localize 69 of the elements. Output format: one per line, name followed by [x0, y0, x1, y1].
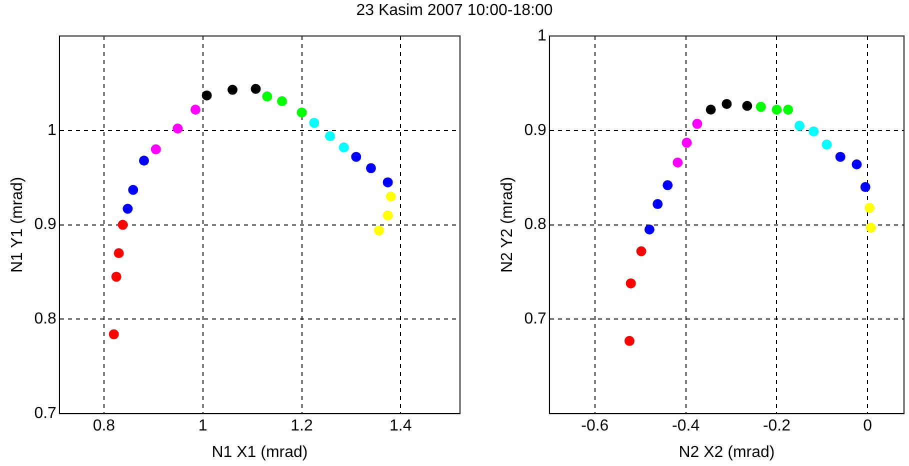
chart-title: 23 Kasim 2007 10:00-18:00	[355, 2, 554, 20]
point	[386, 191, 396, 202]
y-tick-label: 0.8	[34, 310, 57, 328]
point	[382, 210, 393, 220]
point	[122, 204, 133, 214]
point	[772, 104, 782, 115]
y-tick-label: 0.7	[34, 405, 57, 422]
point	[139, 156, 150, 166]
y-tick-label: 1	[48, 122, 57, 139]
point	[374, 225, 384, 236]
x-tick-label: -0.4	[672, 418, 700, 435]
point	[128, 184, 138, 195]
point	[150, 144, 161, 154]
point	[190, 104, 200, 115]
y-axis-title: N1 Y1 (mrad)	[9, 176, 26, 273]
point	[672, 157, 683, 168]
x-tick-label: -0.6	[581, 418, 609, 435]
point	[262, 91, 272, 102]
point	[172, 124, 183, 134]
y-tick-label: 0.8	[524, 216, 547, 234]
point	[114, 248, 124, 258]
point	[118, 220, 128, 230]
point	[808, 126, 819, 136]
point	[652, 199, 663, 210]
point	[662, 180, 673, 190]
y-tick-label: 0.9	[34, 216, 57, 234]
x-axis-title: N1 X1 (mrad)	[212, 444, 308, 461]
x-tick-label: 1.2	[290, 418, 313, 435]
point	[250, 84, 261, 94]
point	[682, 138, 692, 148]
point	[296, 107, 307, 118]
point	[108, 329, 119, 340]
point	[692, 118, 702, 129]
point	[783, 104, 794, 115]
point	[835, 152, 846, 162]
x-tick-label: 0	[863, 418, 872, 435]
point	[626, 278, 636, 288]
x-tick-label: 1.4	[390, 418, 412, 435]
x-tick-label: -0.2	[762, 418, 791, 435]
x-tick-label: 1	[198, 418, 208, 435]
y-tick-label: 0.7	[524, 310, 547, 328]
point	[624, 336, 634, 346]
x-tick-label: 0.8	[92, 418, 116, 435]
x-axis-title: N2 X2 (mrad)	[678, 444, 775, 461]
point	[852, 159, 862, 170]
point	[111, 272, 122, 282]
point	[309, 118, 320, 128]
point	[706, 104, 716, 115]
y-axis-title: N2 Y2 (mrad)	[499, 176, 516, 273]
point	[276, 96, 287, 106]
point	[742, 100, 752, 111]
point	[644, 224, 654, 235]
point	[864, 202, 874, 213]
point	[866, 222, 876, 233]
point	[636, 246, 646, 256]
point	[722, 98, 732, 109]
point	[756, 102, 766, 112]
point	[324, 131, 335, 142]
point	[382, 177, 393, 188]
point	[202, 90, 212, 100]
point	[228, 84, 238, 95]
point	[366, 163, 376, 174]
y-tick-label: 1	[538, 27, 547, 44]
point	[860, 182, 870, 192]
y-tick-label: 0.9	[524, 122, 547, 139]
point	[351, 152, 362, 162]
point	[794, 120, 804, 131]
point	[822, 140, 832, 150]
point	[338, 142, 349, 152]
